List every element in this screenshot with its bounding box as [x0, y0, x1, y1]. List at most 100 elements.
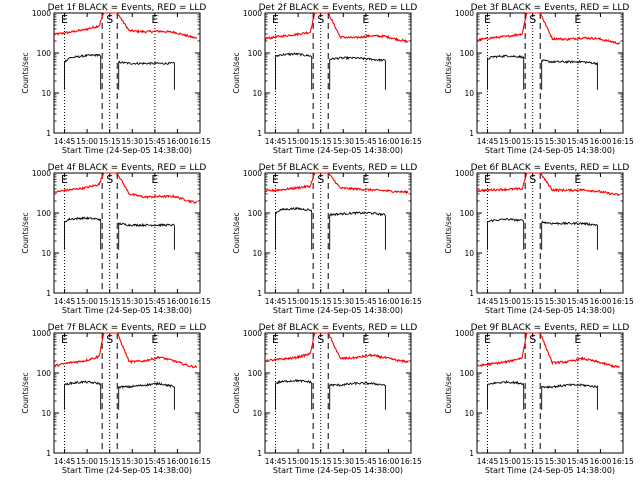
- x-axis-label: Start Time (24-Sep-05 14:38:00): [273, 146, 403, 155]
- y-tick-label: 1: [46, 289, 51, 298]
- panel-title: Det 9f BLACK = Events, RED = LLD: [471, 323, 630, 333]
- y-tick-label: 1: [257, 449, 262, 458]
- saa-marker-label: S: [106, 333, 113, 346]
- saa-marker-label: S: [529, 173, 536, 186]
- start-marker-label: E: [484, 13, 491, 26]
- x-tick-label: 16:00: [590, 457, 612, 466]
- start-marker-label: E: [61, 173, 68, 186]
- x-tick-label: 16:00: [167, 137, 189, 146]
- saa-marker-label: S: [317, 13, 324, 26]
- events-series-line: [275, 379, 313, 410]
- x-tick-label: 15:00: [76, 297, 98, 306]
- y-tick-label: 1: [257, 289, 262, 298]
- saa-marker-label: S: [529, 13, 536, 26]
- panel-title: Det 8f BLACK = Events, RED = LLD: [259, 323, 418, 333]
- x-tick-label: 15:15: [310, 137, 332, 146]
- y-tick-label: 100: [37, 209, 52, 218]
- x-tick-label: 16:00: [167, 297, 189, 306]
- events-series-line: [487, 379, 525, 410]
- y-tick-label: 100: [248, 209, 263, 218]
- y-tick-label: 10: [41, 409, 51, 418]
- y-tick-label: 1000: [455, 9, 474, 18]
- y-axis-label: Counts/sec: [232, 372, 241, 413]
- y-tick-label: 10: [252, 249, 262, 258]
- lld-series-line: [53, 12, 198, 39]
- events-series-line: [64, 53, 102, 90]
- saa-marker-label: S: [529, 333, 536, 346]
- x-tick-label: 15:00: [499, 457, 521, 466]
- events-series-line: [118, 381, 175, 410]
- y-axis-label: Counts/sec: [232, 212, 241, 253]
- x-axis-label: Start Time (24-Sep-05 14:38:00): [62, 466, 192, 475]
- y-tick-label: 100: [248, 49, 263, 58]
- panel-det-2: Det 2f BLACK = Events, RED = LLD 1 10 100 10…: [232, 3, 422, 155]
- y-tick-label: 100: [248, 369, 263, 378]
- y-tick-label: 1: [469, 449, 474, 458]
- end-marker-label: E: [574, 173, 581, 186]
- x-tick-label: 15:15: [99, 457, 121, 466]
- x-tick-label: 14:45: [54, 137, 76, 146]
- x-tick-label: 16:15: [612, 137, 634, 146]
- x-tick-label: 14:45: [477, 297, 499, 306]
- end-marker-label: E: [151, 173, 158, 186]
- x-tick-label: 16:00: [590, 297, 612, 306]
- end-marker-label: E: [362, 333, 369, 346]
- x-tick-label: 15:30: [544, 137, 566, 146]
- x-tick-label: 15:15: [522, 137, 544, 146]
- x-tick-label: 15:45: [355, 297, 377, 306]
- y-tick-label: 1: [46, 129, 51, 138]
- y-axis-label: Counts/sec: [444, 372, 453, 413]
- x-tick-label: 15:00: [76, 457, 98, 466]
- x-tick-label: 14:45: [265, 137, 287, 146]
- y-tick-label: 10: [252, 409, 262, 418]
- y-tick-label: 1000: [243, 169, 262, 178]
- panel-title: Det 5f BLACK = Events, RED = LLD: [259, 163, 418, 173]
- y-tick-label: 10: [41, 249, 51, 258]
- x-axis-label: Start Time (24-Sep-05 14:38:00): [62, 146, 192, 155]
- y-tick-label: 1000: [455, 169, 474, 178]
- events-series-line: [487, 217, 525, 250]
- events-series-line: [275, 52, 313, 90]
- y-tick-label: 1: [46, 449, 51, 458]
- lld-series-line: [54, 172, 198, 205]
- y-axis-label: Counts/sec: [21, 212, 30, 253]
- panel-title: Det 1f BLACK = Events, RED = LLD: [48, 3, 207, 13]
- x-tick-label: 15:30: [121, 457, 143, 466]
- end-marker-label: E: [151, 13, 158, 26]
- x-tick-label: 15:45: [144, 457, 166, 466]
- lld-series-line: [476, 12, 621, 45]
- x-tick-label: 15:30: [544, 457, 566, 466]
- panel-det-4: Det 4f BLACK = Events, RED = LLD 1 10 100 10…: [21, 163, 211, 315]
- plot-frame: [264, 332, 412, 454]
- y-tick-label: 1: [257, 129, 262, 138]
- events-series-line: [64, 216, 102, 250]
- plot-frame: [53, 12, 201, 134]
- end-marker-label: E: [574, 13, 581, 26]
- x-tick-label: 15:15: [99, 297, 121, 306]
- x-tick-label: 16:15: [612, 297, 634, 306]
- x-tick-label: 16:00: [378, 297, 400, 306]
- start-marker-label: E: [484, 173, 491, 186]
- start-marker-label: E: [272, 173, 279, 186]
- events-series-line: [64, 380, 102, 410]
- x-tick-label: 15:00: [287, 137, 309, 146]
- x-tick-label: 15:00: [287, 297, 309, 306]
- y-tick-label: 10: [252, 89, 262, 98]
- plot-frame: [53, 332, 201, 454]
- x-tick-label: 15:45: [355, 137, 377, 146]
- x-tick-label: 15:45: [567, 457, 589, 466]
- x-tick-label: 15:15: [310, 457, 332, 466]
- panel-title: Det 4f BLACK = Events, RED = LLD: [48, 163, 207, 173]
- y-tick-label: 1000: [243, 329, 262, 338]
- panel-det-1: Det 1f BLACK = Events, RED = LLD 1 10 100 10…: [21, 3, 211, 155]
- y-tick-label: 100: [37, 369, 52, 378]
- x-tick-label: 15:00: [499, 137, 521, 146]
- x-tick-label: 15:30: [121, 297, 143, 306]
- y-tick-label: 1: [469, 129, 474, 138]
- lld-series-line: [264, 172, 409, 195]
- x-tick-label: 15:45: [567, 297, 589, 306]
- events-series-line: [329, 211, 386, 250]
- panel-det-7: Det 7f BLACK = Events, RED = LLD 1 10 100 10…: [21, 323, 211, 475]
- x-tick-label: 14:45: [477, 457, 499, 466]
- lld-series-line: [476, 332, 620, 369]
